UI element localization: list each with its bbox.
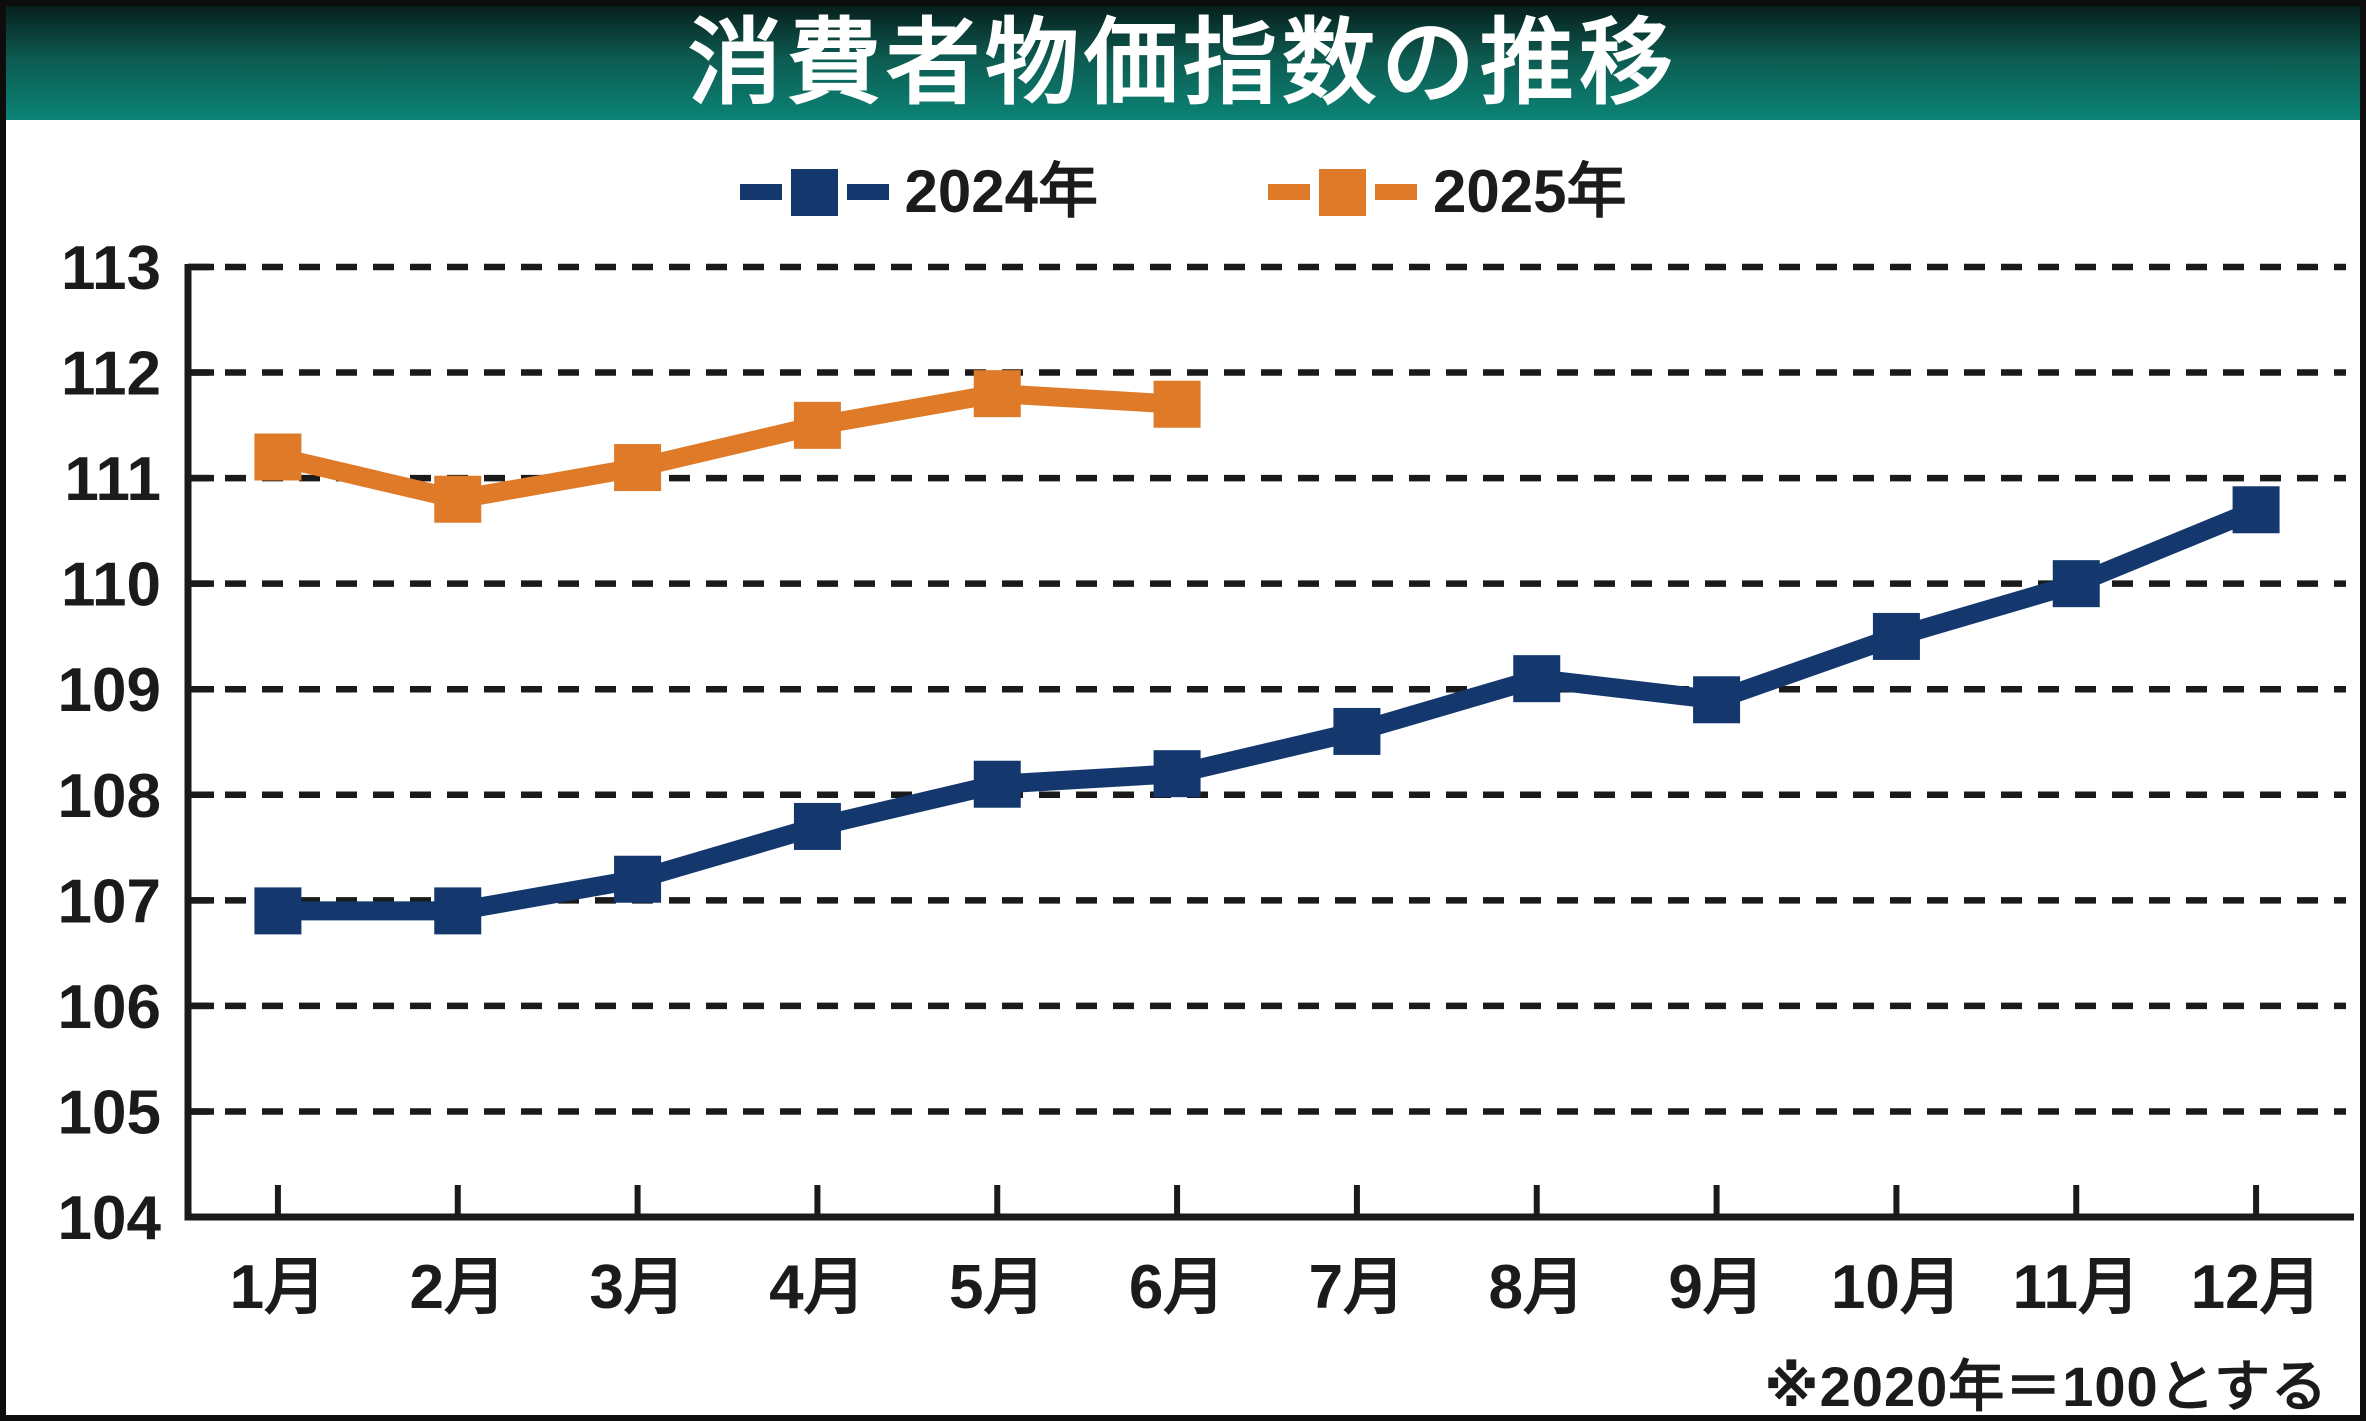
legend-label-2025: 2025年	[1433, 158, 1627, 225]
marker-2024年-1月	[254, 887, 302, 935]
x-tick-label-5月: 5月	[949, 1253, 1045, 1322]
y-tick-label-105: 105	[58, 1078, 161, 1147]
x-tick-label-6月: 6月	[1129, 1253, 1225, 1322]
chart-footnote: ※2020年＝100とする	[1764, 1355, 2328, 1418]
marker-2025年-4月	[793, 401, 841, 449]
marker-2025年-5月	[973, 370, 1021, 418]
legend-line-segment-icon	[739, 184, 782, 200]
y-tick-label-111: 111	[64, 445, 161, 514]
x-tick-label-3月: 3月	[589, 1253, 685, 1322]
legend-item-2025: 2025年	[1268, 162, 1626, 222]
marker-2025年-1月	[254, 433, 302, 481]
legend-square-icon	[1319, 168, 1366, 216]
marker-2024年-11月	[2052, 560, 2100, 608]
y-tick-label-109: 109	[58, 656, 161, 725]
y-tick-label-107: 107	[58, 867, 161, 936]
marker-2024年-8月	[1513, 655, 1561, 703]
title-banner: 消費者物価指数の推移	[6, 6, 2360, 120]
x-tick-label-8月: 8月	[1489, 1253, 1585, 1322]
legend-item-2024: 2024年	[739, 158, 1098, 225]
x-tick-label-11月: 11月	[2012, 1253, 2140, 1322]
series-line-2025年	[275, 384, 1178, 509]
x-tick-label-9月: 9月	[1668, 1253, 1764, 1322]
x-tick-label-4月: 4月	[769, 1253, 865, 1322]
chart-legend: 2024年 2025年	[6, 162, 2360, 222]
marker-2024年-7月	[1333, 707, 1381, 755]
y-tick-label-106: 106	[58, 973, 161, 1042]
marker-2025年-2月	[434, 475, 482, 523]
legend-marker-2024-icon	[739, 168, 889, 216]
x-tick-label-2月: 2月	[410, 1253, 506, 1322]
legend-marker-2025-icon	[1268, 168, 1417, 216]
cpi-line-chart: 104 105 106 107 108 109 110 111 112 113 1月 2月 3月 4月 5月…	[58, 234, 2354, 1322]
marker-2025年-3月	[614, 444, 662, 492]
marker-2024年-5月	[973, 760, 1021, 808]
marker-2024年-6月	[1153, 750, 1201, 798]
legend-line-segment-icon	[1375, 184, 1417, 200]
series-line-2024年	[277, 500, 2260, 921]
legend-label-2024: 2024年	[904, 158, 1098, 225]
legend-line-segment-icon	[1268, 184, 1310, 200]
marker-2024年-9月	[1693, 676, 1741, 724]
y-tick-label-112: 112	[61, 340, 161, 409]
y-tick-label-108: 108	[58, 762, 161, 831]
marker-2024年-4月	[793, 802, 841, 850]
marker-2024年-2月	[434, 887, 482, 935]
y-tick-label-113: 113	[61, 234, 161, 303]
legend-line-segment-icon	[846, 184, 889, 200]
marker-2025年-6月	[1153, 380, 1201, 428]
x-tick-label-7月: 7月	[1309, 1253, 1405, 1322]
page-title: 消費者物価指数の推移	[687, 10, 1678, 115]
y-tick-label-110: 110	[61, 551, 161, 620]
marker-2024年-12月	[2232, 486, 2280, 534]
marker-2024年-10月	[1872, 612, 1920, 660]
x-tick-label-10月: 10月	[1831, 1253, 1962, 1322]
y-tick-label-104: 104	[58, 1184, 162, 1253]
x-tick-label-12月: 12月	[2191, 1253, 2322, 1322]
x-tick-label-1月: 1月	[230, 1253, 326, 1322]
legend-square-icon	[790, 168, 838, 216]
marker-2024年-3月	[614, 855, 662, 903]
